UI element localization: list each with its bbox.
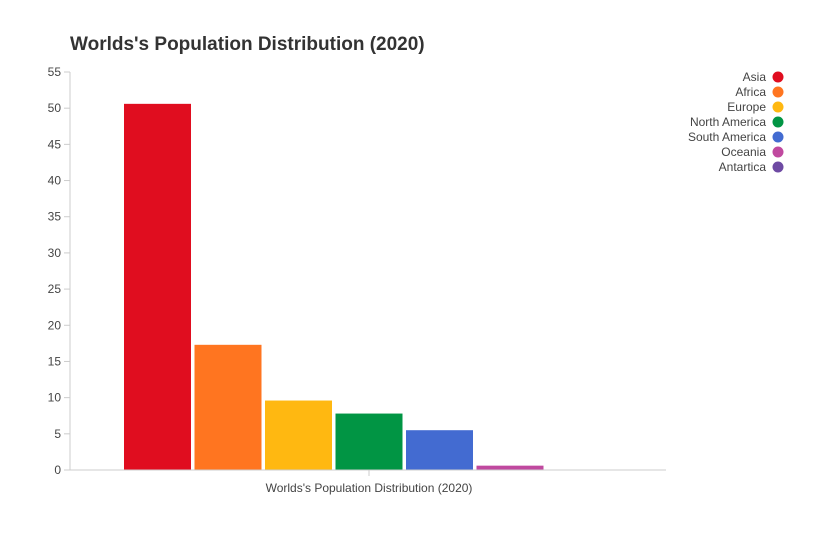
legend-marker bbox=[772, 101, 784, 113]
chart-title: Worlds's Population Distribution (2020) bbox=[70, 34, 425, 55]
legend-marker bbox=[772, 86, 784, 98]
y-tick-label: 35 bbox=[48, 210, 62, 224]
bar-north-america[interactable] bbox=[335, 413, 403, 470]
y-tick-label: 45 bbox=[48, 137, 62, 151]
y-tick-label: 0 bbox=[54, 463, 61, 477]
y-tick-label: 5 bbox=[54, 427, 61, 441]
legend-marker bbox=[772, 146, 784, 158]
bar-europe[interactable] bbox=[265, 400, 332, 470]
y-tick-label: 25 bbox=[48, 282, 62, 296]
legend-marker bbox=[772, 131, 784, 143]
legend-label: Asia bbox=[743, 70, 767, 84]
y-tick-label: 20 bbox=[48, 318, 62, 332]
legend-marker bbox=[772, 161, 784, 173]
legend-label: South America bbox=[688, 130, 766, 144]
legend-label: Oceania bbox=[721, 145, 766, 159]
legend-label: Africa bbox=[735, 85, 766, 99]
y-tick-label: 40 bbox=[48, 174, 62, 188]
bar-africa[interactable] bbox=[194, 344, 262, 470]
y-tick-label: 50 bbox=[48, 101, 62, 115]
y-tick-label: 15 bbox=[48, 354, 62, 368]
bar-oceania[interactable] bbox=[476, 465, 544, 470]
legend-label: North America bbox=[690, 115, 766, 129]
legend-marker bbox=[772, 71, 784, 83]
x-axis-label: Worlds's Population Distribution (2020) bbox=[266, 481, 473, 495]
bars bbox=[124, 103, 544, 470]
legend-marker bbox=[772, 116, 784, 128]
y-tick-label: 55 bbox=[48, 65, 62, 79]
legend-label: Europe bbox=[727, 100, 766, 114]
bar-asia[interactable] bbox=[124, 103, 191, 470]
y-tick-label: 30 bbox=[48, 246, 62, 260]
bar-south-america[interactable] bbox=[406, 430, 473, 470]
y-axis: 0 5 10 15 20 25 30 35 40 45 50 55 bbox=[48, 65, 71, 477]
legend-label: Antartica bbox=[719, 160, 767, 174]
y-tick-label: 10 bbox=[48, 391, 62, 405]
